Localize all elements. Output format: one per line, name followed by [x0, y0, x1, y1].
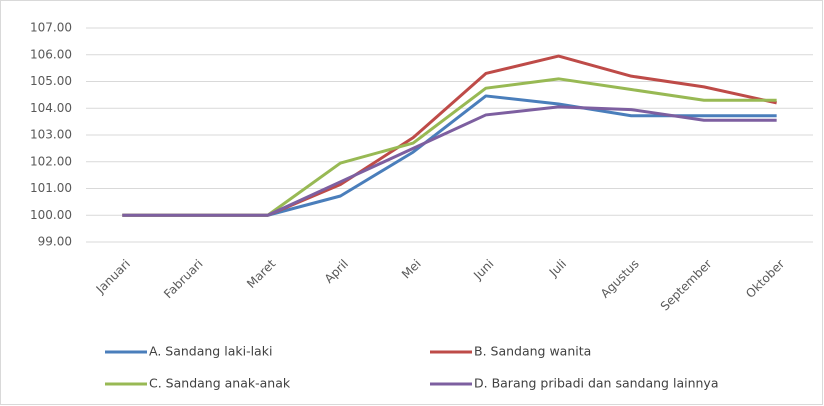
legend-label: C. Sandang anak-anak — [149, 376, 291, 391]
series-line — [122, 105, 777, 217]
y-tick-label: 99.00 — [38, 235, 72, 249]
legend-label: B. Sandang wanita — [474, 344, 591, 359]
y-tick-label: 103.00 — [30, 128, 72, 142]
y-tick-label: 105.00 — [30, 74, 72, 88]
y-tick-label: 100.00 — [30, 208, 72, 222]
legend-label: D. Barang pribadi dan sandang lainnya — [474, 376, 718, 391]
y-tick-label: 106.00 — [30, 47, 72, 61]
y-tick-label: 101.00 — [30, 181, 72, 195]
y-tick-label: 102.00 — [30, 154, 72, 168]
y-tick-label: 104.00 — [30, 101, 72, 115]
y-tick-label: 107.00 — [30, 21, 72, 35]
legend-label: A. Sandang laki-laki — [149, 344, 272, 359]
